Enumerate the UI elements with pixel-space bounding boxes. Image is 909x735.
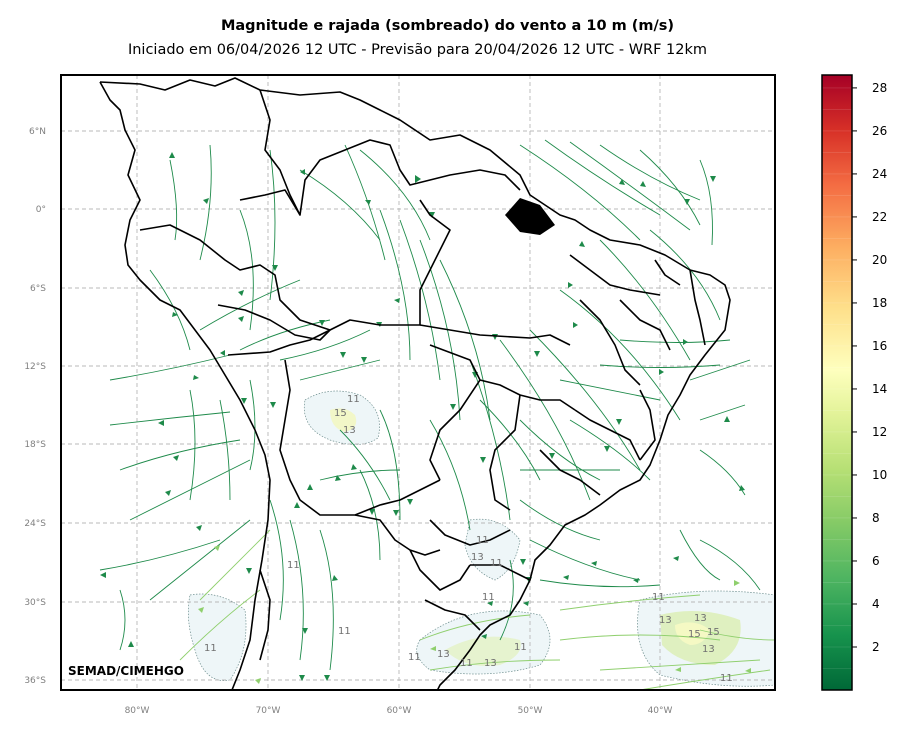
contour-label: 11 bbox=[490, 558, 503, 569]
lat-label: 30°S bbox=[24, 598, 46, 608]
contour-label: 11 bbox=[514, 642, 527, 653]
colorbar-tick-label: 8 bbox=[872, 511, 880, 525]
contour-label: 11 bbox=[460, 658, 473, 669]
lon-label: 70°W bbox=[256, 706, 281, 716]
contour-label: 13 bbox=[694, 613, 707, 624]
colorbar-tick-label: 2 bbox=[872, 640, 880, 654]
contour-labels: 11 15 13 11 13 11 11 11 11 11 13 11 13 1… bbox=[204, 394, 733, 684]
wind-streamlines bbox=[99, 139, 761, 671]
colorbar-tick-label: 22 bbox=[872, 210, 887, 224]
contour-label: 13 bbox=[484, 658, 497, 669]
contour-label: 11 bbox=[204, 643, 217, 654]
contour-label: 11 bbox=[720, 673, 733, 684]
colorbar-tick-label: 14 bbox=[872, 382, 887, 396]
contour-label: 11 bbox=[287, 560, 300, 571]
contour-label: 13 bbox=[659, 615, 672, 626]
lon-label: 60°W bbox=[387, 706, 412, 716]
contour-label: 15 bbox=[688, 629, 701, 640]
contour-label: 13 bbox=[471, 552, 484, 563]
lon-label: 40°W bbox=[648, 706, 673, 716]
map-title: Magnitude e rajada (sombreado) do vento … bbox=[220, 18, 675, 34]
marajo-island bbox=[505, 198, 555, 235]
contour-label: 11 bbox=[476, 535, 489, 546]
country-borders bbox=[99, 77, 731, 690]
contour-label: 15 bbox=[707, 627, 720, 638]
colorbar-tick-label: 12 bbox=[872, 425, 887, 439]
map-subtitle: Iniciado em 06/04/2026 12 UTC - Previsão… bbox=[127, 42, 708, 58]
contour-label: 13 bbox=[702, 644, 715, 655]
graticule bbox=[61, 75, 775, 690]
colorbar-tick-label: 24 bbox=[872, 167, 887, 181]
colorbar-tick-label: 18 bbox=[872, 296, 887, 310]
lat-label: 24°S bbox=[24, 519, 46, 529]
colorbar-tick-label: 6 bbox=[872, 554, 880, 568]
longitude-labels: 80°W 70°W 60°W 50°W 40°W bbox=[125, 706, 673, 716]
contour-label: 11 bbox=[408, 652, 421, 663]
colorbar-tick-label: 26 bbox=[872, 124, 887, 138]
lon-label: 50°W bbox=[518, 706, 543, 716]
contour-label: 15 bbox=[334, 408, 347, 419]
wind-arrows-light bbox=[198, 545, 751, 684]
colorbar-tick-label: 4 bbox=[872, 597, 880, 611]
wind-arrows bbox=[100, 152, 745, 681]
contour-label: 11 bbox=[652, 592, 665, 603]
contour-label: 11 bbox=[347, 394, 360, 405]
colorbar-tick-label: 28 bbox=[872, 81, 887, 95]
contour-label: 11 bbox=[482, 592, 495, 603]
wind-streamlines-light bbox=[179, 529, 775, 690]
lat-label: 18°S bbox=[24, 440, 46, 450]
colorbar-tick-label: 10 bbox=[872, 468, 887, 482]
contour-label: 13 bbox=[343, 425, 356, 436]
lon-label: 80°W bbox=[125, 706, 150, 716]
lat-label: 6°S bbox=[30, 284, 46, 294]
contour-label: 13 bbox=[437, 649, 450, 660]
latitude-labels: 6°N 0° 6°S 12°S 18°S 24°S 30°S 36°S bbox=[24, 127, 46, 686]
colorbar-frame bbox=[821, 74, 853, 691]
credit-label: SEMAD/CIMEHGO bbox=[68, 664, 184, 678]
lat-label: 6°N bbox=[29, 127, 46, 137]
colorbar-gradient bbox=[822, 75, 852, 690]
contour-label: 11 bbox=[338, 626, 351, 637]
lat-label: 0° bbox=[36, 205, 46, 215]
colorbar-tick-label: 16 bbox=[872, 339, 887, 353]
map-frame bbox=[60, 74, 776, 691]
lat-label: 36°S bbox=[24, 676, 46, 686]
colorbar-stripes bbox=[822, 87, 852, 669]
colorbar-tick-label: 20 bbox=[872, 253, 887, 267]
lat-label: 12°S bbox=[24, 362, 46, 372]
